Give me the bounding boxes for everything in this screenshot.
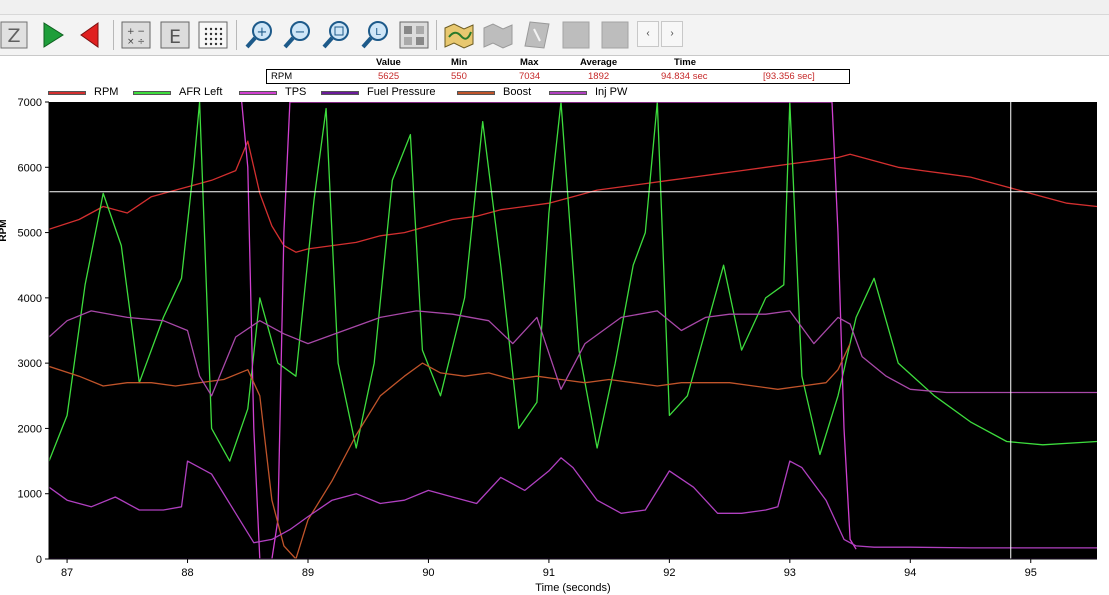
- legend-swatch: [549, 91, 587, 95]
- row-average: 1892: [588, 71, 610, 82]
- toolbar-separator: [113, 20, 114, 50]
- x-tick-label: 89: [302, 567, 314, 579]
- y-tick-label: 3000: [18, 358, 42, 370]
- e-glyph: E: [169, 26, 181, 48]
- row-channel-name: RPM: [271, 71, 293, 82]
- svg-text:+: +: [257, 25, 268, 40]
- x-tick-label: 90: [422, 567, 434, 579]
- toolbar-separator: [436, 20, 437, 50]
- series-layer: [49, 102, 1097, 559]
- toolbar: Z + − × ÷ E + − L ‹ ›: [0, 15, 1109, 56]
- legend-swatch: [133, 91, 171, 95]
- legend-label: Inj PW: [595, 86, 628, 98]
- play-back-icon[interactable]: [76, 19, 108, 51]
- legend-label: RPM: [94, 86, 119, 98]
- series-line-tps: [241, 102, 857, 559]
- svg-text:+ −: + −: [127, 27, 145, 37]
- series-line-rpm: [49, 140, 1097, 253]
- svg-text:L: L: [375, 27, 381, 38]
- x-tick-label: 92: [663, 567, 675, 579]
- x-tick-label: 94: [904, 567, 916, 579]
- zoom-extents-z-icon[interactable]: Z: [0, 19, 32, 51]
- math-channel-icon[interactable]: + − × ÷: [120, 19, 152, 51]
- channel-info-row[interactable]: [266, 69, 850, 84]
- scroll-left-button[interactable]: ‹: [637, 21, 659, 47]
- x-tick-label: 88: [181, 567, 193, 579]
- legend-swatch: [457, 91, 495, 95]
- y-axis-title: RPM: [0, 219, 9, 241]
- legend-label: AFR Left: [179, 86, 223, 98]
- legend-label: TPS: [285, 86, 307, 98]
- cursor-layer: [49, 102, 1097, 559]
- scatter-grid-icon[interactable]: [197, 19, 229, 51]
- title-strip: [0, 0, 1109, 15]
- axis-layer: 87 88 89 90 91 92 93 94 95 0 1000 2000 3000 4000 5000 6…: [18, 97, 1097, 579]
- row-min: 550: [451, 71, 467, 82]
- x-tick-label: 87: [61, 567, 73, 579]
- x-tick-label: 95: [1025, 567, 1037, 579]
- header-time: Time: [674, 57, 697, 68]
- legend-label: Fuel Pressure: [367, 86, 436, 98]
- zoom-in-icon[interactable]: +: [243, 19, 275, 51]
- x-tick-label: 91: [543, 567, 555, 579]
- y-tick-label: 6000: [18, 162, 42, 174]
- blank-disabled-icon: [599, 19, 631, 51]
- z-glyph: Z: [7, 25, 20, 47]
- zoom-region-icon[interactable]: [320, 19, 352, 51]
- header-average: Average: [580, 57, 618, 68]
- scroll-right-button[interactable]: ›: [661, 21, 683, 47]
- zoom-out-icon[interactable]: −: [281, 19, 313, 51]
- x-tick-label: 93: [784, 567, 796, 579]
- legend-label: Boost: [503, 86, 532, 98]
- legend-swatch: [48, 91, 86, 95]
- row-time: 94.834 sec: [661, 71, 708, 82]
- y-tick-label: 5000: [18, 228, 42, 240]
- toolbar-separator: [236, 20, 237, 50]
- header-value: Value: [376, 57, 401, 68]
- y-tick-label: 2000: [18, 423, 42, 435]
- svg-text:× ÷: × ÷: [127, 37, 145, 47]
- y-tick-label: 0: [36, 554, 42, 566]
- x-axis-title: Time (seconds): [535, 582, 610, 594]
- series-line-afr-left: [49, 102, 1097, 462]
- legend-swatch: [239, 91, 277, 95]
- header-min: Min: [451, 57, 468, 68]
- row-time-extra: [93.356 sec]: [763, 71, 815, 82]
- map-alt-disabled-icon: [521, 19, 553, 51]
- series-line-inj-pw: [49, 457, 1097, 549]
- y-tick-label: 7000: [18, 97, 42, 109]
- svg-text:−: −: [295, 25, 306, 40]
- y-tick-label: 4000: [18, 293, 42, 305]
- map-icon[interactable]: [443, 19, 475, 51]
- header-max: Max: [520, 57, 539, 68]
- plot-area[interactable]: [49, 102, 1097, 559]
- legend-swatch: [321, 91, 359, 95]
- channel-info-table: Value Min Max Average Time RPM 5625 550 …: [266, 57, 850, 84]
- blank-disabled-icon: [560, 19, 592, 51]
- map-disabled-icon: [482, 19, 514, 51]
- zoom-reset-icon[interactable]: L: [359, 19, 391, 51]
- series-line-upper-mauve-trace: [49, 310, 1097, 397]
- y-tick-label: 1000: [18, 489, 42, 501]
- row-value: 5625: [378, 71, 400, 82]
- row-max: 7034: [519, 71, 541, 82]
- edit-e-icon[interactable]: E: [159, 19, 191, 51]
- calculator-icon[interactable]: [398, 19, 430, 51]
- play-forward-icon[interactable]: [38, 19, 70, 51]
